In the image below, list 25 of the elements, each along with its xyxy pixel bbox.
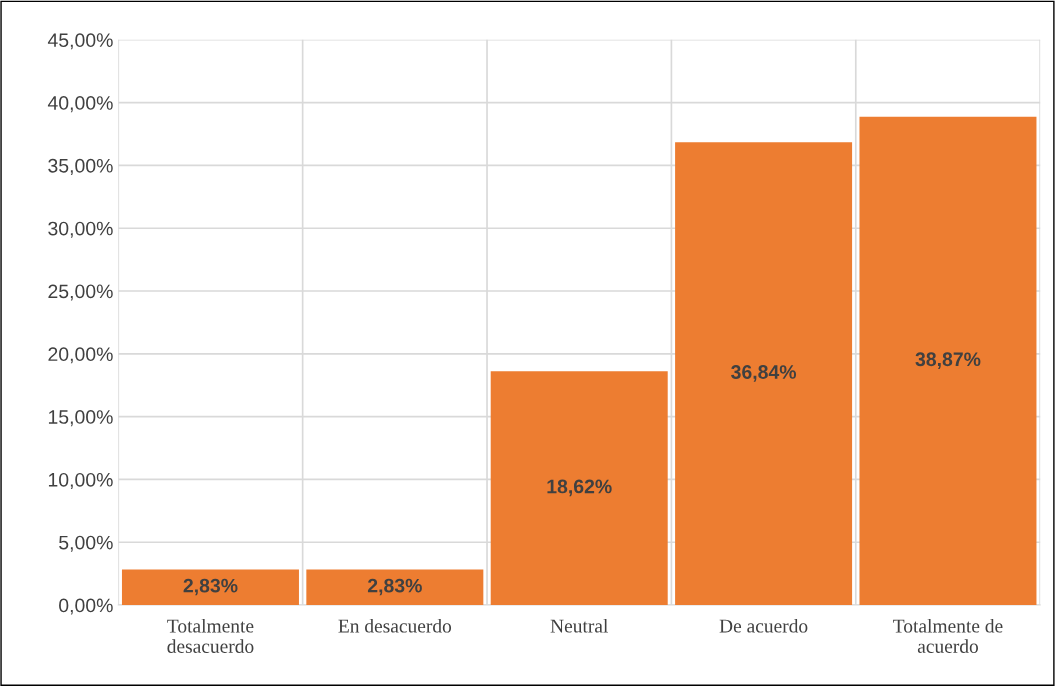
x-tick-label: En desacuerdo: [338, 618, 452, 633]
x-tick-label: Neutral: [550, 618, 608, 633]
bar: [306, 569, 484, 606]
bar: [490, 371, 668, 606]
bar: [675, 142, 853, 606]
x-tick-label: De acuerdo: [719, 618, 808, 633]
y-tick-label: 25,00%: [48, 284, 113, 301]
y-tick-label: 35,00%: [48, 158, 113, 175]
data-label: 2,83%: [367, 578, 422, 596]
y-tick-label: 5,00%: [59, 535, 113, 552]
y-tick-label: 40,00%: [47, 96, 113, 113]
bar: [859, 116, 1037, 606]
bar: [121, 569, 299, 606]
y-tick-label: 10,00%: [48, 472, 113, 489]
y-tick-label: 20,00%: [48, 347, 113, 364]
y-tick-label: 0,00%: [59, 598, 113, 615]
data-label: 38,87%: [915, 352, 981, 369]
y-tick-label: 15,00%: [48, 410, 113, 427]
x-tick-label: Totalmente desacuerdo: [167, 618, 254, 653]
data-label: 18,62%: [547, 479, 612, 497]
x-tick-label: Totalmente de acuerdo: [893, 618, 1003, 653]
data-label: 2,83%: [183, 578, 238, 596]
y-tick-label: 45,00%: [47, 33, 113, 50]
y-tick-label: 30,00%: [48, 221, 113, 238]
data-label: 36,84%: [731, 365, 797, 382]
